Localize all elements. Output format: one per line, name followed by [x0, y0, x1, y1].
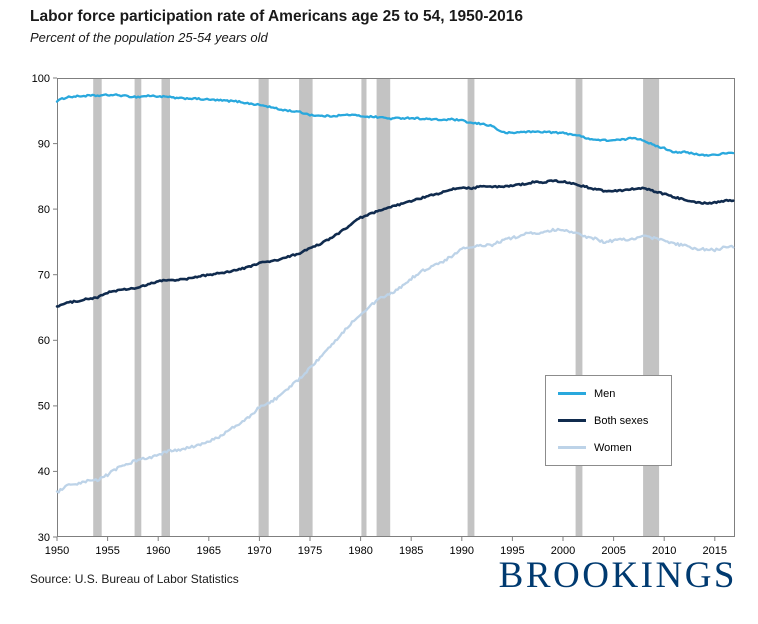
y-axis-tick-label: 100 — [32, 73, 50, 85]
both-sexes-line-swatch — [558, 419, 586, 422]
recession-band — [134, 78, 142, 537]
x-axis-tick-label: 1975 — [298, 545, 322, 557]
x-axis-tick-label: 1960 — [146, 545, 170, 557]
chart-title: Labor force participation rate of Americ… — [30, 8, 524, 25]
both-sexes-line — [55, 179, 735, 308]
recession-band — [361, 78, 367, 537]
chart-legend: Men Both sexes Women — [545, 375, 672, 466]
x-axis-tick-label: 1985 — [399, 545, 423, 557]
legend-item-both-sexes: Both sexes — [558, 415, 671, 427]
recession-band — [258, 78, 269, 537]
recession-band — [161, 78, 170, 537]
y-axis-tick-label: 60 — [38, 335, 50, 347]
y-axis-tick-label: 70 — [38, 270, 50, 282]
x-axis-tick-label: 2010 — [652, 545, 676, 557]
x-axis-tick-label: 2015 — [703, 545, 727, 557]
recession-band — [575, 78, 583, 537]
x-axis-tick-label: 1970 — [247, 545, 271, 557]
men-line-swatch — [558, 392, 586, 395]
x-axis-tick-label: 1995 — [500, 545, 524, 557]
legend-item-men: Men — [558, 388, 671, 400]
legend-item-women: Women — [558, 442, 671, 454]
y-axis-tick-label: 80 — [38, 204, 50, 216]
chart-plot: 30 40 50 60 70 80 90 100 1950 1955 1960 1965 1970 197… — [32, 73, 735, 557]
y-axis-tick-label: 50 — [38, 401, 50, 413]
women-line — [55, 227, 735, 494]
chart-subtitle: Percent of the population 25-54 years ol… — [30, 30, 268, 45]
women-line-swatch — [558, 446, 586, 449]
x-axis-tick-label: 1965 — [197, 545, 221, 557]
recession-band — [467, 78, 475, 537]
legend-label-women: Women — [594, 441, 632, 454]
recession-band — [376, 78, 391, 537]
x-axis-tick-label: 1990 — [450, 545, 474, 557]
source-note: Source: U.S. Bureau of Labor Statistics — [30, 572, 239, 586]
recession-band — [93, 78, 102, 537]
x-axis-tick-label: 1950 — [45, 545, 69, 557]
y-axis-tick-label: 90 — [38, 138, 50, 150]
x-axis-tick-label: 2000 — [551, 545, 575, 557]
recession-band — [299, 78, 313, 537]
legend-label-men: Men — [594, 387, 616, 400]
plot-border — [57, 78, 735, 537]
men-line — [55, 93, 735, 157]
y-axis-tick-label: 40 — [38, 466, 50, 478]
legend-label-both-sexes: Both sexes — [594, 414, 649, 427]
x-axis-tick-label: 1955 — [95, 545, 119, 557]
x-axis-tick-label: 2005 — [601, 545, 625, 557]
y-axis-tick-label: 30 — [38, 532, 50, 544]
brookings-logo: BROOKINGS — [498, 555, 737, 596]
x-axis-tick-label: 1980 — [348, 545, 372, 557]
